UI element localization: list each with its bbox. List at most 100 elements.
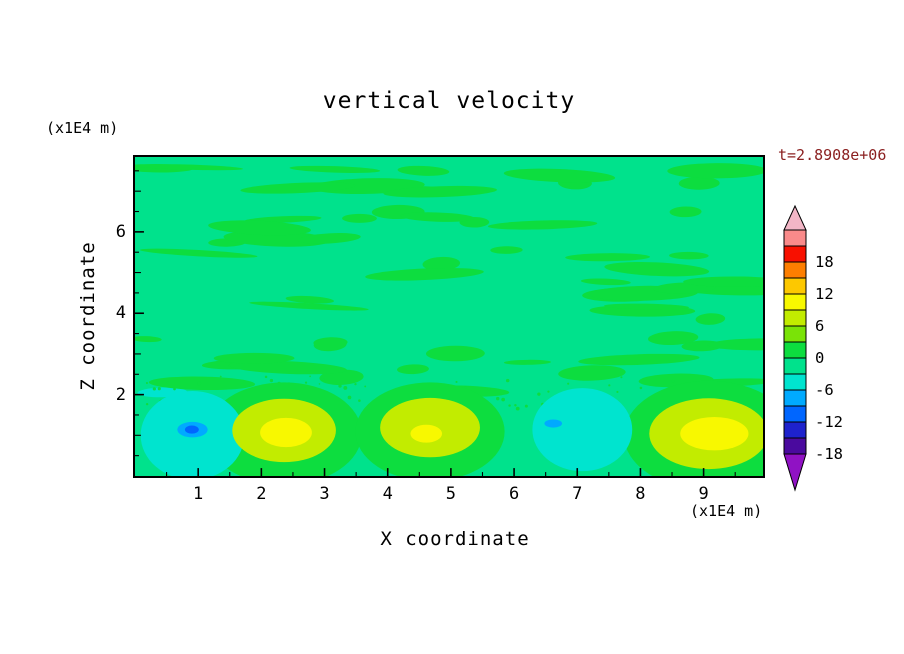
colorbar-label: 0 [815,349,824,367]
x-tick-label: 4 [382,484,393,504]
contour-streak [580,278,631,286]
contour-feature [410,424,443,443]
colorbar-segment [783,421,807,439]
x-tick-label: 7 [572,484,583,504]
contour-speckle [501,397,506,402]
contour-streak [139,248,258,258]
contour-streak [297,233,361,244]
contour-streak [383,185,497,198]
x-tick-label: 8 [635,484,646,504]
contour-speckle [671,379,675,383]
contour-speckle [145,402,149,406]
colorbar-segment [783,245,807,263]
contour-streak [669,206,702,218]
contour-streak [400,212,475,222]
contour-speckle [219,375,222,378]
contour-streak [240,182,356,194]
contour-streak [558,365,626,381]
contour-speckle [524,404,528,408]
contour-streak [249,301,369,311]
contour-streak [604,303,690,310]
contour-streak [604,262,710,277]
contour-speckle [304,381,308,384]
contour-speckle [338,384,342,388]
colorbar-segment [783,293,807,311]
contour-speckle [508,404,511,407]
x-tick-label: 2 [256,484,267,504]
contour-streak [289,165,381,173]
contour-speckle [343,386,348,390]
contour-speckle [620,376,623,379]
contour-streak [683,276,763,287]
contour-speckle [157,387,161,391]
chart-title: vertical velocity [322,88,576,114]
contour-streak [565,253,651,262]
contour-feature [184,425,199,434]
colorbar-segment [783,373,807,391]
colorbar-segment [783,389,807,407]
contour-streak [285,295,334,304]
contour-speckle [505,378,510,383]
contour-streak [667,163,763,179]
contour-speckle [464,386,467,389]
plot-frame [133,155,765,478]
x-axis-label: X coordinate [380,528,530,550]
colorbar-segment [783,325,807,343]
y-tick-label: 2 [115,384,126,405]
contour-streak [223,230,330,247]
contour-streak [648,331,699,346]
contour-streak [342,213,377,223]
contour-speckle [145,381,148,385]
contour-speckle [322,378,325,381]
y-tick-label: 6 [115,221,126,242]
contour-speckle [166,381,169,384]
contour-streak [425,345,485,362]
contour-field [135,157,763,476]
contour-speckle [309,375,311,378]
contour-speckle [347,395,352,400]
contour-streak [503,168,616,183]
contour-speckle [515,406,520,411]
contour-streak [578,353,700,366]
contour-streak [228,360,347,375]
contour-speckle [358,399,361,402]
time-annotation: t=2.8908e+06 [778,146,887,164]
colorbar-segment [783,309,807,327]
contour-streak [313,337,347,352]
contour-speckle [496,396,500,401]
colorbar-label: 12 [815,285,834,303]
contour-feature [680,417,749,451]
colorbar: 18 12 6 0 -6 -12 -18 [783,204,843,492]
y-axis-unit-label: (x1E4 m) [46,119,119,137]
contour-streak [422,256,461,271]
contour-speckle [455,380,458,383]
colorbar-arrow-top [783,204,807,231]
contour-streak [490,246,523,254]
contour-speckle [608,384,611,387]
colorbar-segment [783,405,807,423]
contour-streak [396,364,429,375]
contour-speckle [364,385,367,388]
contour-speckle [537,392,541,396]
contour-streak [487,220,598,230]
contour-streak [669,251,709,260]
contour-streak [208,220,311,236]
contour-speckle [269,378,274,383]
contour-speckle [639,386,643,390]
x-tick-label: 6 [508,484,520,504]
contour-speckle [197,381,202,386]
x-tick-label: 1 [193,484,204,504]
contour-speckle [354,383,357,386]
colorbar-label: -18 [815,445,843,463]
contour-streak [678,176,720,190]
contour-feature [532,388,633,472]
contour-speckle [616,390,619,394]
contour-speckle [318,383,321,385]
y-tick-label: 4 [115,303,126,324]
contour-speckle [264,375,268,379]
colorbar-label: -12 [815,413,843,431]
contour-speckle [152,387,156,391]
colorbar-arrow-bottom [783,453,807,492]
x-tick-label: 9 [698,484,709,504]
